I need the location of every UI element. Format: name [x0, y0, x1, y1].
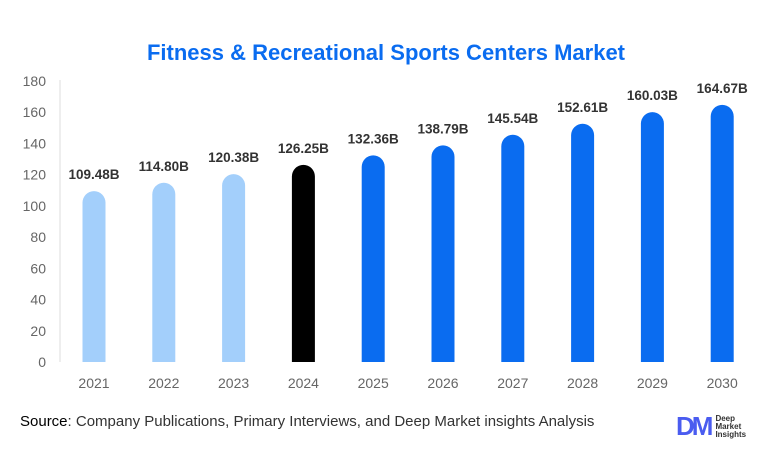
x-tick-label: 2030: [707, 375, 738, 391]
y-tick-label: 160: [23, 104, 47, 120]
source-note: Source: Company Publications, Primary In…: [20, 413, 594, 430]
y-tick-label: 20: [30, 323, 46, 339]
logo: DM Deep Market Insights: [676, 411, 746, 442]
x-tick-label: 2022: [148, 375, 179, 391]
bar-2023: [222, 174, 246, 362]
x-tick-label: 2025: [358, 375, 389, 391]
y-tick-label: 60: [30, 260, 46, 276]
source-label: Source: [20, 413, 68, 430]
source-text: : Company Publications, Primary Intervie…: [67, 413, 595, 430]
data-label: 145.54B: [487, 111, 538, 126]
bar-2028: [571, 123, 595, 362]
y-tick-label: 100: [23, 198, 47, 214]
x-tick-label: 2028: [567, 375, 598, 391]
data-label: 109.48B: [68, 167, 119, 182]
y-tick-label: 80: [30, 229, 46, 245]
data-label: 120.38B: [208, 150, 259, 165]
x-tick-label: 2027: [497, 375, 528, 391]
chart-title: Fitness & Recreational Sports Centers Ma…: [147, 40, 626, 65]
y-tick-label: 0: [38, 354, 46, 370]
x-tick-label: 2023: [218, 375, 249, 391]
bar-2029: [640, 112, 664, 363]
x-tick-label: 2026: [427, 375, 458, 391]
x-tick-label: 2024: [288, 375, 319, 391]
logo-line: Deep: [715, 413, 735, 423]
bar-2025: [361, 155, 385, 362]
bar-2021: [82, 191, 106, 362]
bar-2022: [152, 182, 176, 362]
bar-2027: [501, 134, 525, 362]
data-label: 132.36B: [348, 131, 399, 146]
x-tick-label: 2021: [78, 375, 109, 391]
data-label: 164.67B: [697, 81, 748, 96]
data-label: 126.25B: [278, 141, 329, 156]
bar-2030: [710, 104, 734, 363]
bar-2026: [431, 145, 455, 362]
y-tick-label: 140: [23, 135, 47, 151]
data-label: 138.79B: [417, 121, 468, 136]
y-tick-label: 40: [30, 292, 46, 308]
x-tick-label: 2029: [637, 375, 668, 391]
logo-line: Market: [715, 421, 742, 431]
y-tick-label: 180: [23, 73, 47, 89]
y-tick-label: 120: [23, 167, 47, 183]
bar-2024: [291, 164, 315, 362]
logo-line: Insights: [715, 429, 747, 439]
data-label: 114.80B: [139, 159, 190, 174]
logo-mark: DM: [676, 411, 713, 441]
data-label: 160.03B: [627, 88, 678, 103]
data-label: 152.61B: [557, 100, 608, 115]
